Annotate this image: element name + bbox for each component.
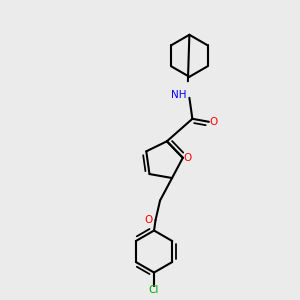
Text: NH: NH <box>171 90 187 100</box>
Text: Cl: Cl <box>149 285 159 295</box>
Text: O: O <box>183 153 191 163</box>
Text: O: O <box>210 117 218 127</box>
Text: O: O <box>145 215 153 225</box>
